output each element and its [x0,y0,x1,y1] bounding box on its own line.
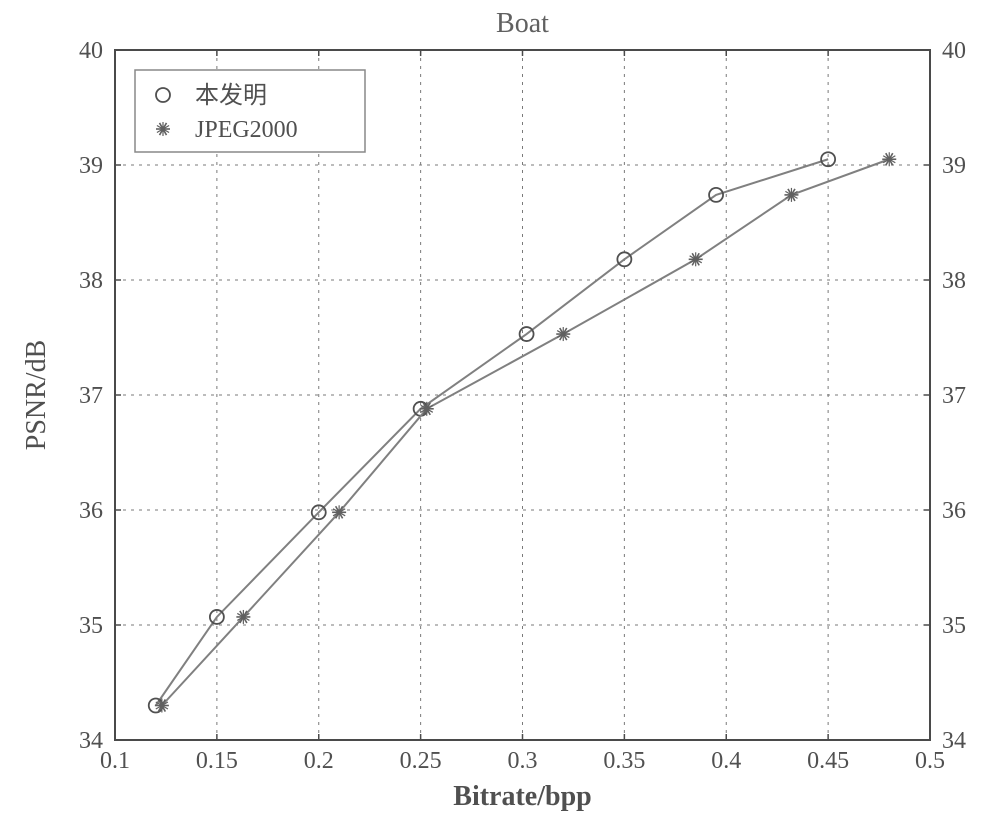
y-tick-label-right: 34 [942,728,966,754]
y-tick-label-left: 36 [79,498,103,524]
psnr-bitrate-chart: 0.10.150.20.250.30.350.40.450.5343536373… [0,0,1000,826]
x-tick-label: 0.3 [508,748,538,774]
x-tick-label: 0.25 [400,748,442,774]
y-axis-label: PSNR/dB [21,340,52,451]
legend-label: JPEG2000 [195,117,298,143]
y-tick-label-left: 39 [79,153,103,179]
x-tick-label: 0.15 [196,748,238,774]
y-tick-label-right: 39 [942,153,966,179]
y-tick-label-right: 40 [942,38,966,64]
chart-title: Boat [496,8,549,39]
chart-container: { "chart": { "type": "line", "title": "B… [0,0,1000,826]
x-tick-label: 0.45 [807,748,849,774]
x-tick-label: 0.5 [915,748,945,774]
y-tick-label-left: 35 [79,613,103,639]
x-tick-label: 0.2 [304,748,334,774]
x-axis-label: Bitrate/bpp [453,781,591,812]
legend-label: 本发明 [195,82,267,109]
y-tick-label-right: 38 [942,268,966,294]
y-tick-label-left: 34 [79,728,103,754]
y-tick-label-left: 38 [79,268,103,294]
x-tick-label: 0.1 [100,748,130,774]
y-tick-label-right: 35 [942,613,966,639]
y-tick-label-right: 36 [942,498,966,524]
y-tick-label-left: 37 [79,383,103,409]
y-tick-label-left: 40 [79,38,103,64]
x-tick-label: 0.4 [711,748,741,774]
x-tick-label: 0.35 [603,748,645,774]
y-tick-label-right: 37 [942,383,966,409]
